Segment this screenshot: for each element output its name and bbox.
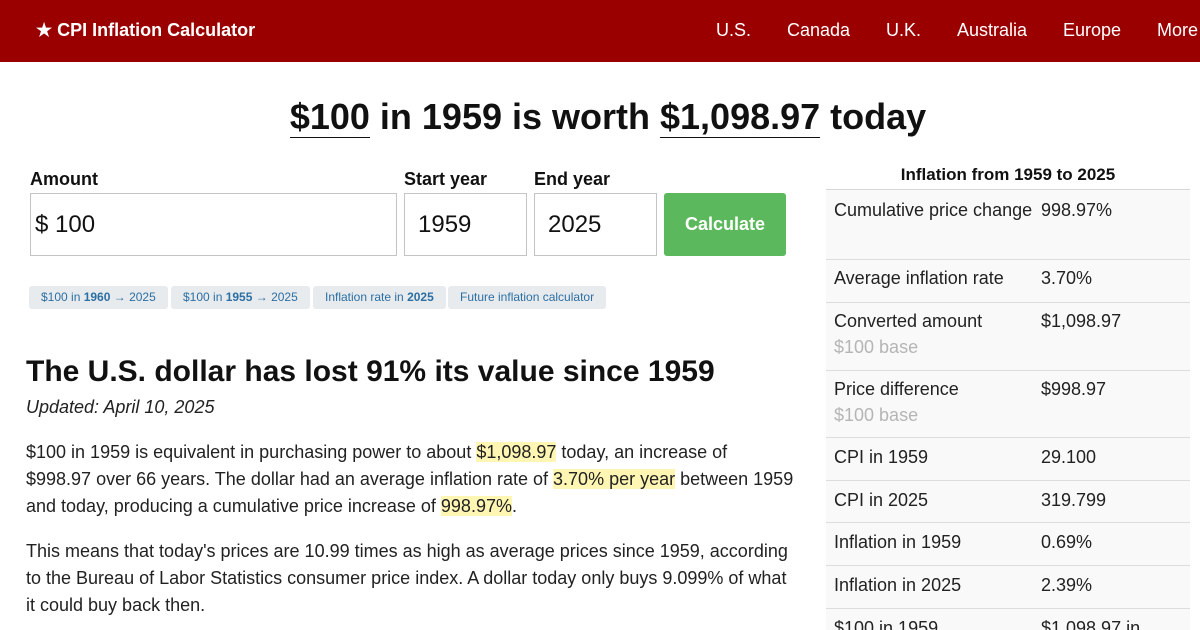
paragraph-text: between 1959 and today, producing a cumu… xyxy=(26,469,794,516)
nav-link-uk[interactable]: U.K. xyxy=(886,20,922,40)
chip-text: $100 in xyxy=(183,290,226,304)
updated-date: Updated: April 10, 2025 xyxy=(26,397,215,417)
start-year-label: Start year xyxy=(404,169,488,189)
quick-link-1960[interactable]: $100 in 1960 → 2025 xyxy=(29,286,168,309)
summary-row-subtext: $100 base xyxy=(834,405,919,425)
summary-row-value: 3.70% xyxy=(1041,268,1093,288)
end-year-input[interactable]: 2025 xyxy=(534,193,657,256)
nav-link-canada[interactable]: Canada xyxy=(787,20,851,40)
calculate-button[interactable]: Calculate xyxy=(664,193,786,256)
chip-year: 2025 xyxy=(407,290,434,304)
chip-year: 1955 xyxy=(225,290,253,304)
summary-row-value: 2.39% xyxy=(1041,575,1093,595)
summary-row-value: $1,098.97 xyxy=(1041,311,1122,331)
summary-row: CPI in 1959 29.100 xyxy=(826,438,1190,481)
site-brand-link[interactable]: ★ CPI Inflation Calculator xyxy=(36,20,256,40)
start-year-input[interactable]: 1959 xyxy=(404,193,527,256)
paragraph-text: today, an increase of $998.97 over 66 ye… xyxy=(26,442,728,489)
summary-row: CPI in 2025 319.799 xyxy=(826,481,1190,523)
chip-year: 1960 xyxy=(83,290,111,304)
summary-row-value: 0.69% xyxy=(1041,532,1093,552)
highlight-converted-amount: $1,098.97 xyxy=(476,442,557,462)
quick-link-inflation-rate[interactable]: Inflation rate in 2025 xyxy=(313,286,446,309)
summary-row-key: Inflation in 2025 xyxy=(834,575,962,595)
summary-row-value: 29.100 xyxy=(1041,447,1097,467)
summary-row-key: CPI in 2025 xyxy=(834,490,929,510)
summary-row-key: CPI in 1959 xyxy=(834,447,929,467)
summary-row-key: Average inflation rate xyxy=(834,268,1004,288)
summary-row: Cumulative price change 998.97% xyxy=(826,190,1190,260)
page-headline: $100 in 1959 is worth $1,098.97 today xyxy=(0,96,1200,138)
summary-row-key: $100 in 1959 xyxy=(834,618,939,630)
summary-paragraph: $100 in 1959 is equivalent in purchasing… xyxy=(26,439,796,520)
summary-row: Inflation in 1959 0.69% xyxy=(826,523,1190,566)
summary-row: Inflation in 2025 2.39% xyxy=(826,566,1190,609)
headline-amount: $100 xyxy=(289,96,370,138)
headline-end-text: today xyxy=(820,96,927,137)
nav-link-us[interactable]: U.S. xyxy=(716,20,752,40)
summary-row-value: $998.97 xyxy=(1041,379,1107,399)
explanation-paragraph: This means that today's prices are 10.99… xyxy=(26,541,788,615)
amount-input-value: 100 xyxy=(55,211,96,238)
nav-link-australia[interactable]: Australia xyxy=(957,20,1028,40)
amount-input[interactable]: $ 100 xyxy=(30,193,397,256)
amount-label: Amount xyxy=(30,169,98,189)
end-year-label: End year xyxy=(534,169,611,189)
summary-row-subtext: $100 base xyxy=(834,337,919,357)
summary-row: Converted amount $100 base $1,098.97 xyxy=(826,303,1190,371)
summary-row: $100 in 1959 $1,098.97 in xyxy=(826,609,1190,630)
summary-table-divider xyxy=(826,189,1190,190)
headline-middle-text: in 1959 is worth xyxy=(369,96,660,137)
summary-row-value: $1,098.97 in xyxy=(1041,618,1141,630)
summary-row: Average inflation rate 3.70% xyxy=(826,260,1190,303)
summary-row-key: Inflation in 1959 xyxy=(834,532,962,552)
headline-value: $1,098.97 xyxy=(660,96,821,138)
highlight-cumulative-increase: 998.97% xyxy=(440,496,512,516)
summary-table-title: Inflation from 1959 to 2025 xyxy=(900,165,1116,184)
top-navigation-bar: ★ CPI Inflation Calculator U.S. Canada U… xyxy=(0,0,1200,62)
chip-text: → 2025 xyxy=(252,290,298,304)
start-year-value: 1959 xyxy=(418,211,472,238)
quick-link-future-calculator[interactable]: Future inflation calculator xyxy=(448,286,607,309)
summary-row-value: 319.799 xyxy=(1041,490,1107,510)
nav-link-more[interactable]: More xyxy=(1157,20,1199,40)
nav-link-europe[interactable]: Europe xyxy=(1063,20,1122,40)
summary-row: Price difference $100 base $998.97 xyxy=(826,371,1190,438)
currency-symbol: $ xyxy=(35,211,49,238)
paragraph-text: $100 in 1959 is equivalent in purchasing… xyxy=(26,442,477,462)
summary-row-key: Cumulative price change xyxy=(834,200,1033,220)
summary-row-label: Converted amount xyxy=(834,311,983,331)
end-year-value: 2025 xyxy=(548,211,602,238)
quick-link-1955[interactable]: $100 in 1955 → 2025 xyxy=(171,286,310,309)
highlight-inflation-rate: 3.70% per year xyxy=(553,469,676,489)
summary-row-value: 998.97% xyxy=(1041,200,1113,220)
chip-text: Inflation rate in xyxy=(325,290,408,304)
summary-row-key: Price difference $100 base xyxy=(834,376,959,428)
chip-text: $100 in xyxy=(41,290,84,304)
summary-row-key: Converted amount $100 base xyxy=(834,308,982,360)
paragraph-text: . xyxy=(511,496,517,516)
chip-text: → 2025 xyxy=(110,290,156,304)
chip-text: Future inflation calculator xyxy=(460,290,595,304)
summary-row-label: Price difference xyxy=(834,379,959,399)
article-heading: The U.S. dollar has lost 91% its value s… xyxy=(26,355,715,388)
